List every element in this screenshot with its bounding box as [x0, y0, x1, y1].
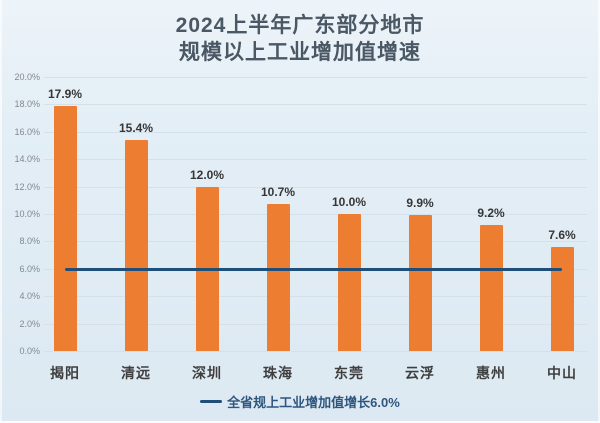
- y-axis-tick-label: 10.0%: [14, 209, 40, 219]
- y-axis-tick-label: 8.0%: [19, 236, 40, 247]
- bar-value-label: 12.0%: [189, 167, 225, 182]
- x-axis-category-label: 珠海: [263, 365, 293, 381]
- bar-value-label: 7.6%: [548, 227, 576, 242]
- x-axis-category-label: 深圳: [192, 365, 222, 381]
- gridline: [44, 77, 587, 78]
- chart-title-line2: 规模以上工业增加值增速: [179, 41, 421, 64]
- bar-value-label: 17.9%: [47, 86, 83, 101]
- legend-label: 全省规上工业增加值增长6.0%: [227, 395, 400, 410]
- gridline: [44, 214, 587, 215]
- gridline: [44, 323, 587, 325]
- y-axis-tick-label: 0.0%: [19, 346, 40, 356]
- y-axis-tick-label: 6.0%: [19, 263, 40, 274]
- y-axis-tick-label: 12.0%: [14, 181, 40, 192]
- x-axis-category-label: 云浮: [405, 365, 435, 381]
- chart-title: 2024上半年广东部分地市 规模以上工业增加值增速: [2, 12, 598, 66]
- x-axis-category-label: 揭阳: [50, 365, 80, 381]
- gridline: [44, 186, 587, 188]
- x-axis-category-label: 东莞: [334, 365, 364, 381]
- bar-value-label: 10.0%: [331, 195, 367, 209]
- y-axis-tick-label: 18.0%: [14, 99, 40, 110]
- y-axis-tick-label: 2.0%: [19, 318, 40, 329]
- bar-云浮: [408, 215, 432, 351]
- x-axis-category-label: 中山: [547, 365, 577, 381]
- reference-line: [65, 267, 562, 271]
- gridline: [44, 241, 587, 243]
- bar-value-label: 9.2%: [477, 205, 505, 220]
- bar-value-label: 10.7%: [260, 185, 296, 200]
- reference-line-legend-swatch-icon: [200, 400, 223, 403]
- y-axis-tick-label: 14.0%: [14, 154, 40, 165]
- y-axis-tick-label: 20.0%: [14, 72, 40, 82]
- gridline: [44, 351, 587, 352]
- bar-value-label: 9.9%: [406, 196, 434, 211]
- bar-东莞: [337, 214, 361, 351]
- bar-value-label: 15.4%: [118, 121, 154, 136]
- gridline: [44, 104, 587, 106]
- gridline: [44, 131, 587, 133]
- gridline: [44, 159, 587, 161]
- x-axis-category-label: 惠州: [476, 365, 506, 381]
- x-axis-category-label: 清远: [121, 365, 151, 381]
- chart-title-line1: 2024上半年广东部分地市: [175, 14, 425, 37]
- bar-惠州: [479, 224, 503, 351]
- bar-清远: [124, 140, 148, 351]
- y-axis-tick-label: 4.0%: [19, 291, 40, 302]
- bar-珠海: [266, 204, 290, 351]
- y-axis-tick-label: 16.0%: [14, 126, 40, 137]
- bar-中山: [550, 246, 574, 351]
- plot-area: 17.9% 揭阳 15.4% 清远 12.0% 深圳 10.7% 珠海 10.0% 东莞 9.9% 云…: [44, 77, 587, 381]
- legend: 全省规上工业增加值增长6.0%: [2, 392, 598, 411]
- gridline: [44, 296, 587, 298]
- bar-揭阳: [53, 105, 77, 351]
